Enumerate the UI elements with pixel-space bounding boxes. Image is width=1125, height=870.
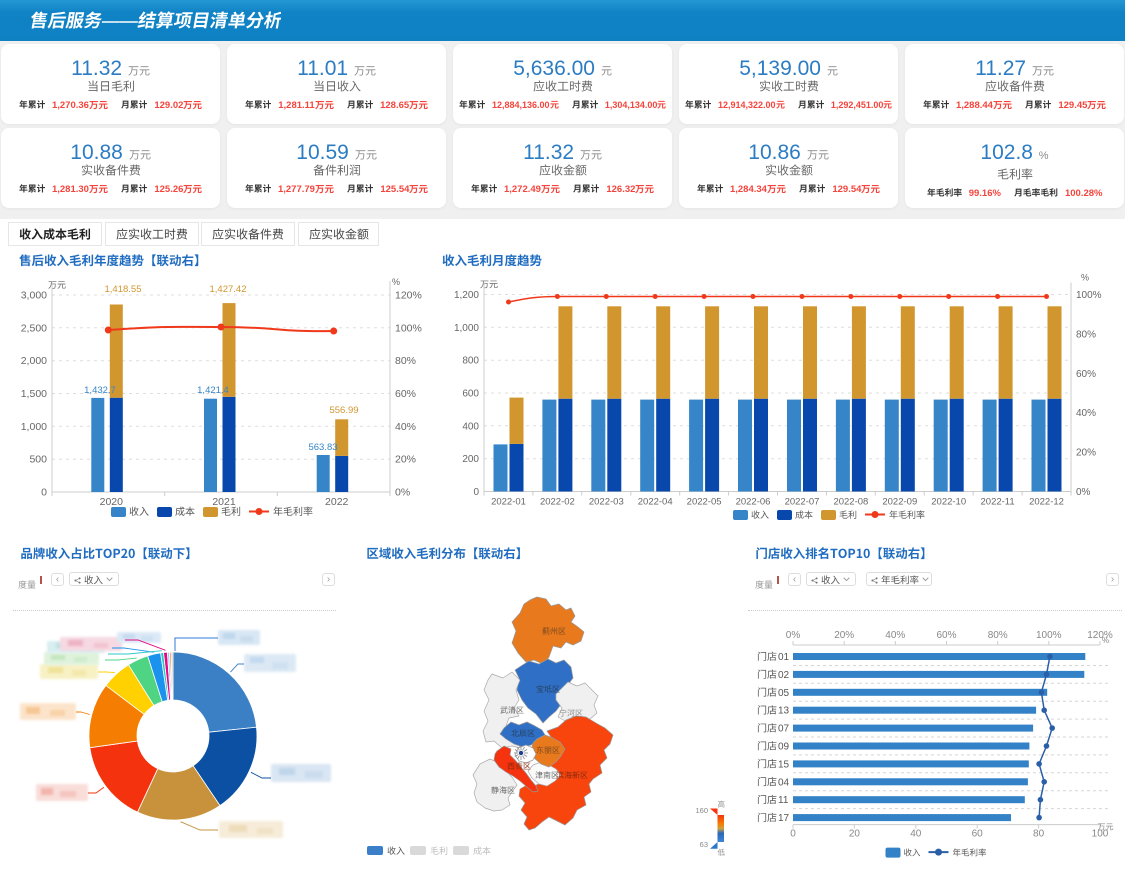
svg-text:2022-11: 2022-11 — [981, 497, 1015, 508]
svg-text:20%: 20% — [834, 630, 854, 641]
svg-text:04: 04 — [778, 777, 790, 788]
svg-text:500: 500 — [29, 454, 47, 466]
svg-text:2022-06: 2022-06 — [736, 497, 771, 508]
svg-text:40%: 40% — [885, 630, 905, 641]
svg-text:07: 07 — [778, 724, 790, 735]
svg-text:0%: 0% — [395, 487, 410, 499]
svg-text:20%: 20% — [395, 454, 416, 466]
svg-text:2022-05: 2022-05 — [687, 497, 722, 508]
svg-text:1,000: 1,000 — [21, 421, 47, 433]
svg-text:120%: 120% — [395, 290, 422, 302]
svg-text:600: 600 — [462, 389, 479, 400]
svg-text:1,200: 1,200 — [454, 290, 479, 301]
svg-text:13: 13 — [778, 706, 790, 717]
svg-text:60: 60 — [972, 829, 984, 840]
svg-text:2022-09: 2022-09 — [882, 497, 917, 508]
svg-text:563.83: 563.83 — [308, 442, 337, 453]
svg-text:160: 160 — [695, 806, 708, 815]
svg-text:40: 40 — [910, 829, 922, 840]
svg-text:2022-07: 2022-07 — [785, 497, 820, 508]
svg-text:1,427.42: 1,427.42 — [210, 284, 247, 295]
svg-text:200: 200 — [462, 454, 479, 465]
svg-text:60%: 60% — [395, 388, 416, 400]
svg-text:20%: 20% — [1076, 448, 1096, 459]
svg-text:63: 63 — [700, 840, 708, 849]
svg-text:80%: 80% — [988, 630, 1008, 641]
svg-text:100%: 100% — [1036, 630, 1062, 641]
svg-text:0: 0 — [790, 829, 796, 840]
svg-text:15: 15 — [778, 759, 790, 770]
svg-text:05: 05 — [778, 688, 790, 699]
svg-text:09: 09 — [778, 742, 790, 753]
svg-text:1,418.55: 1,418.55 — [105, 284, 142, 295]
svg-text:2021: 2021 — [212, 496, 236, 508]
svg-text:60%: 60% — [936, 630, 956, 641]
svg-text:2022-04: 2022-04 — [638, 497, 673, 508]
svg-text:2022-08: 2022-08 — [833, 497, 868, 508]
svg-text:80%: 80% — [395, 355, 416, 367]
svg-text:556.99: 556.99 — [329, 405, 358, 416]
svg-text:120%: 120% — [1087, 630, 1113, 641]
svg-text:2022-10: 2022-10 — [931, 497, 966, 508]
svg-text:100%: 100% — [1076, 290, 1102, 301]
svg-text:60%: 60% — [1076, 369, 1096, 380]
svg-text:1,421.4: 1,421.4 — [197, 385, 229, 396]
svg-text:2022-03: 2022-03 — [589, 497, 624, 508]
svg-text:17: 17 — [778, 813, 790, 824]
svg-text:0: 0 — [473, 487, 479, 498]
svg-text:%: % — [1102, 636, 1109, 645]
svg-text:2,500: 2,500 — [21, 322, 47, 334]
svg-text:80: 80 — [1033, 829, 1045, 840]
svg-text:40%: 40% — [395, 421, 416, 433]
svg-text:2022-01: 2022-01 — [491, 497, 526, 508]
svg-text:2020: 2020 — [100, 496, 124, 508]
svg-text:0: 0 — [41, 487, 47, 499]
svg-text:0%: 0% — [786, 630, 801, 641]
svg-text:80%: 80% — [1076, 329, 1096, 340]
svg-text:100%: 100% — [395, 322, 422, 334]
svg-text:100: 100 — [1092, 829, 1109, 840]
svg-text:%: % — [392, 277, 400, 287]
svg-text:1,432.7: 1,432.7 — [84, 385, 116, 396]
svg-text:400: 400 — [462, 421, 479, 432]
svg-text:0%: 0% — [1076, 487, 1091, 498]
svg-text:2,000: 2,000 — [21, 355, 47, 367]
svg-text:3,000: 3,000 — [21, 290, 47, 302]
svg-text:20: 20 — [849, 829, 861, 840]
svg-text:1,000: 1,000 — [454, 323, 479, 334]
svg-text:2022: 2022 — [325, 496, 349, 508]
svg-text:2022-12: 2022-12 — [1029, 497, 1064, 508]
svg-text:11: 11 — [778, 795, 789, 806]
svg-text:2022-02: 2022-02 — [540, 497, 575, 508]
svg-text:40%: 40% — [1076, 408, 1096, 419]
svg-text:800: 800 — [462, 356, 479, 367]
svg-text:02: 02 — [778, 670, 790, 681]
svg-text:%: % — [1081, 273, 1089, 283]
svg-text:1,500: 1,500 — [21, 388, 47, 400]
svg-text:01: 01 — [778, 652, 790, 663]
